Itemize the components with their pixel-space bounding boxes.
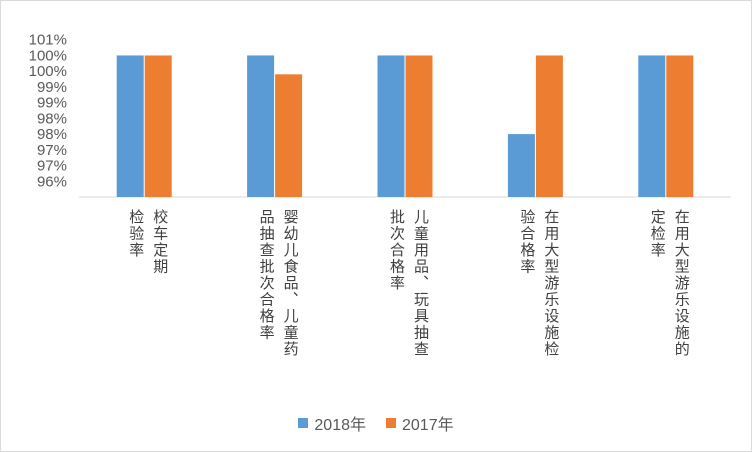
x-category-label: 婴幼儿食品、儿童药 品抽查批次合格率 — [255, 209, 303, 384]
bar — [247, 55, 275, 197]
bar — [275, 74, 303, 197]
x-category-label-line: 验合格率 — [518, 209, 537, 275]
bar — [507, 134, 535, 197]
x-category-label-line: 校车定期 — [151, 209, 170, 275]
y-tick-label: 97% — [37, 158, 67, 175]
y-tick-label: 100% — [29, 47, 67, 64]
bar — [638, 55, 666, 197]
legend-item-2018: 2018年 — [298, 411, 366, 435]
x-category-label-line: 批次合格率 — [388, 209, 406, 292]
x-category-label-line: 儿童用品、玩具抽查 — [412, 209, 430, 358]
x-category-label-line: 定检率 — [648, 209, 667, 259]
legend-swatch-2017 — [386, 418, 396, 428]
y-tick-label: 99% — [37, 95, 67, 112]
y-tick-label: 98% — [37, 110, 67, 127]
y-tick-label: 101% — [29, 32, 67, 49]
legend-swatch-2018 — [298, 418, 309, 428]
x-category-label-line: 检验率 — [127, 209, 146, 259]
bar — [377, 55, 405, 197]
y-tick-label: 100% — [29, 63, 67, 80]
legend-label-2017: 2017年 — [402, 417, 454, 434]
bar-group — [116, 55, 694, 197]
bar — [666, 55, 694, 197]
legend: 2018年 2017年 — [1, 411, 751, 435]
legend-label-2018: 2018年 — [314, 417, 366, 434]
bar — [535, 55, 563, 197]
x-category-label-line: 婴幼儿食品、儿童药 — [281, 209, 300, 358]
y-tick-label: 97% — [37, 142, 67, 159]
x-category-label-line: 在用大型游乐设施检 — [542, 209, 561, 358]
x-category-label-line: 品抽查批次合格率 — [257, 209, 276, 341]
y-axis: 96%97%97%98%98%99%99%100%100%101% — [29, 32, 731, 198]
legend-item-2017: 2017年 — [386, 411, 454, 435]
x-category-label: 在用大型游乐设施的 定检率 — [646, 209, 694, 384]
x-category-label: 在用大型游乐设施检 验合格率 — [515, 209, 563, 384]
bar — [144, 55, 172, 197]
y-tick-label: 98% — [37, 126, 67, 143]
y-tick-label: 96% — [37, 173, 67, 190]
y-tick-label: 99% — [37, 79, 67, 96]
x-category-label-line: 在用大型游乐设施的 — [672, 209, 691, 358]
x-category-label: 儿童用品、玩具抽查 批次合格率 — [385, 209, 433, 384]
x-category-label: 校车定期 检验率 — [124, 209, 172, 384]
bar — [116, 55, 144, 197]
bar — [405, 55, 433, 197]
